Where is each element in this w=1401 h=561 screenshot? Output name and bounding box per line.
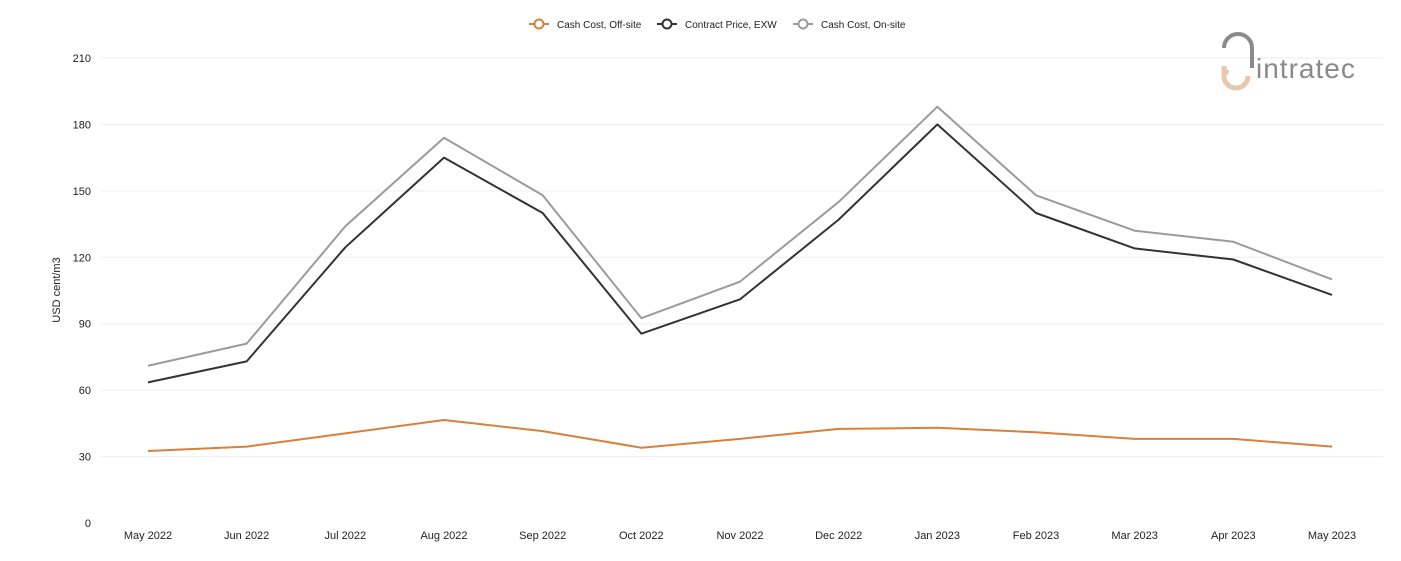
- y-axis: 0 30 60 90 120 150 180 210: [73, 53, 91, 530]
- x-axis: May 2022 Jun 2022 Jul 2022 Aug 2022 Sep 2022…: [124, 530, 1356, 542]
- x-tick-label: Jan 2023: [915, 530, 960, 542]
- y-tick-label: 60: [79, 385, 91, 397]
- logo-text: intratec: [1256, 53, 1356, 84]
- series-line: [147, 419, 1333, 453]
- x-tick-label: Nov 2022: [716, 530, 763, 542]
- x-tick-label: May 2023: [1308, 530, 1356, 542]
- legend-label: Cash Cost, On-site: [821, 20, 906, 31]
- intratec-logo-icon: [1221, 32, 1254, 91]
- y-tick-label: 210: [73, 53, 91, 65]
- y-tick-label: 90: [79, 319, 91, 331]
- x-tick-label: Sep 2022: [519, 530, 566, 542]
- y-tick-label: 30: [79, 452, 91, 464]
- y-axis-title: USD cent/m3: [51, 257, 63, 322]
- x-tick-label: Feb 2023: [1013, 530, 1059, 542]
- y-tick-label: 180: [73, 119, 91, 131]
- series-line: [147, 123, 1333, 384]
- logo: intratec: [1221, 32, 1356, 91]
- legend-marker: [661, 18, 673, 30]
- legend[interactable]: Cash Cost, Off-site Contract Price, EXW Ca…: [529, 18, 906, 32]
- x-tick-label: Jun 2022: [224, 530, 269, 542]
- y-tick-label: 150: [73, 186, 91, 198]
- x-tick-label: Oct 2022: [619, 530, 664, 542]
- legend-marker: [533, 18, 545, 30]
- x-tick-label: Apr 2023: [1211, 530, 1256, 542]
- x-tick-label: Dec 2022: [815, 530, 862, 542]
- legend-marker: [797, 18, 809, 30]
- grid-lines: [101, 57, 1383, 458]
- x-tick-label: Mar 2023: [1111, 530, 1157, 542]
- y-tick-label: 0: [85, 518, 91, 530]
- legend-label: Cash Cost, Off-site: [557, 20, 642, 31]
- series-lines: [147, 105, 1333, 453]
- y-tick-label: 120: [73, 252, 91, 264]
- series-line: [147, 105, 1333, 367]
- x-tick-label: Aug 2022: [420, 530, 467, 542]
- legend-label: Contract Price, EXW: [685, 20, 777, 31]
- x-tick-label: May 2022: [124, 530, 172, 542]
- x-tick-label: Jul 2022: [325, 530, 367, 542]
